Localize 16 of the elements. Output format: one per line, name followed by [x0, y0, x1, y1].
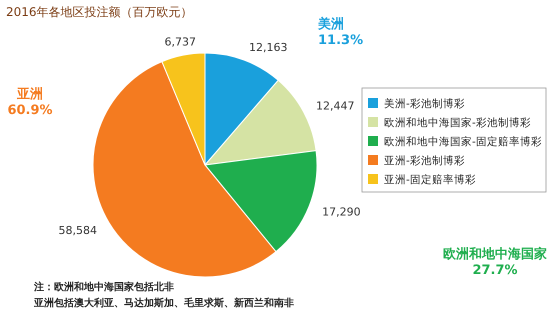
text: 美洲 11.3% — [317, 16, 364, 48]
legend-label: 欧洲和地中海国家-固定赔率博彩 — [384, 135, 542, 148]
text: 亚洲包括澳大利亚、马达加斯加、毛里求斯、新西兰和南非 — [33, 297, 294, 309]
legend-label: 美洲-彩池制博彩 — [384, 97, 465, 110]
data-label: 17,290 — [322, 205, 361, 218]
data-label: 6,737 — [164, 35, 196, 48]
data-label: 58,584 — [58, 224, 97, 237]
data-label: 12,447 — [316, 99, 354, 112]
legend-label: 欧洲和地中海国家-彩池制博彩 — [384, 116, 531, 129]
legend-label: 亚洲-彩池制博彩 — [384, 154, 465, 167]
legend-label: 亚洲-固定赔率博彩 — [384, 173, 476, 186]
text: 欧洲和地中海国家 27.7% — [443, 246, 547, 278]
data-label: 12,163 — [248, 40, 288, 54]
text: 注：欧洲和地中海国家包括北非 — [33, 281, 174, 293]
text: 亚洲 60.9% — [7, 87, 53, 118]
chart-title: 2016年各地区投注额（百万欧元） — [6, 5, 193, 19]
